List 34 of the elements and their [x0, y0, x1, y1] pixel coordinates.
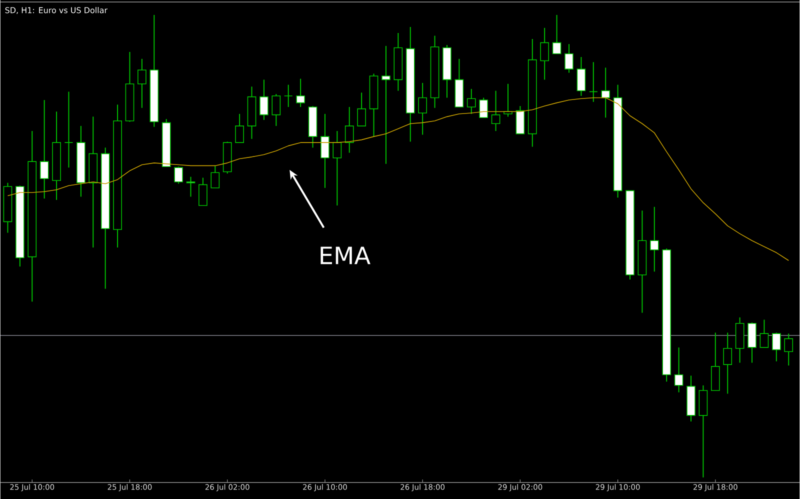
candlestick [540, 27, 550, 80]
candlestick [760, 318, 769, 348]
candlestick [344, 106, 354, 154]
candlestick [332, 130, 342, 206]
candlestick [576, 56, 586, 96]
candlestick [650, 206, 659, 272]
candlestick [40, 99, 49, 199]
candlestick [552, 14, 562, 54]
candlestick [479, 96, 488, 118]
candlestick [601, 66, 610, 118]
candlestick [320, 113, 330, 188]
candlestick [772, 332, 781, 362]
candlestick [674, 346, 684, 393]
candlestick [516, 105, 525, 134]
candlestick [723, 332, 732, 394]
candlestick [272, 93, 281, 126]
candlestick [466, 88, 476, 114]
candlestick [235, 113, 244, 143]
candlestick [491, 90, 500, 132]
candlestick [260, 78, 268, 120]
candlestick [418, 82, 428, 135]
candlestick [284, 84, 293, 108]
annotation: EMA [320, 246, 370, 264]
candlestick [564, 43, 574, 74]
candlestick [174, 166, 183, 184]
candlestick [138, 58, 146, 108]
candlestick [296, 78, 305, 108]
candlestick [198, 176, 208, 206]
candlestick [210, 164, 220, 188]
candlestick [357, 92, 366, 126]
candlestick [382, 45, 390, 164]
candlestick [784, 332, 794, 366]
candlestick [588, 61, 598, 102]
candlestick [64, 90, 74, 168]
